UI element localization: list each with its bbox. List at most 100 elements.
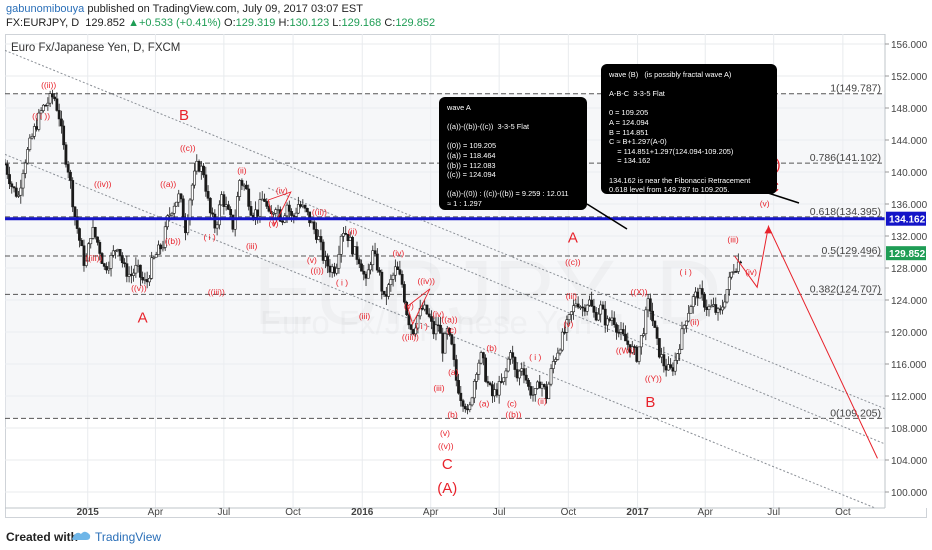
candle-body bbox=[78, 228, 81, 241]
candle-body bbox=[504, 370, 508, 379]
candle-body bbox=[664, 365, 668, 371]
candle-body bbox=[727, 276, 731, 290]
candle-body bbox=[691, 296, 695, 307]
candle-body bbox=[172, 205, 176, 214]
candle-body bbox=[60, 118, 63, 127]
candle-body bbox=[678, 348, 682, 355]
time-axis-label: Jul bbox=[767, 507, 780, 518]
candle-body bbox=[66, 164, 70, 173]
wave-label: ((iii)) bbox=[85, 253, 102, 263]
candle-body bbox=[211, 212, 214, 215]
candle-body bbox=[166, 215, 169, 228]
candle-body bbox=[299, 204, 302, 207]
candle-body bbox=[416, 315, 420, 329]
candle-body bbox=[310, 221, 314, 224]
candle-body bbox=[84, 260, 88, 266]
open-label: O: bbox=[224, 17, 236, 29]
candle-body bbox=[82, 245, 86, 266]
candle-body bbox=[71, 180, 75, 208]
candle-body bbox=[380, 271, 384, 292]
candle-body bbox=[150, 257, 154, 279]
candle-body bbox=[177, 193, 181, 203]
candle-body bbox=[434, 324, 438, 335]
candle-body bbox=[563, 331, 566, 334]
wave-label: ( i ) bbox=[529, 352, 541, 362]
wave-label: ((iv)) bbox=[94, 179, 112, 189]
time-axis-label: Oct bbox=[835, 507, 851, 518]
wave-label: (ii) bbox=[690, 317, 700, 327]
candle-body bbox=[339, 235, 343, 255]
candle-body bbox=[143, 279, 147, 281]
candle-body bbox=[145, 279, 149, 283]
candle-body bbox=[190, 184, 194, 201]
candle-body bbox=[599, 304, 603, 315]
candle-body bbox=[384, 293, 388, 297]
candle-body bbox=[540, 384, 544, 389]
candle-body bbox=[509, 352, 512, 360]
wave-label: ((b)) bbox=[165, 236, 181, 246]
candle-body bbox=[619, 329, 623, 333]
candle-body bbox=[127, 273, 131, 277]
wave-label: (iii) bbox=[246, 241, 257, 251]
candle-body bbox=[53, 96, 57, 100]
candle-body bbox=[120, 255, 124, 264]
chart-plot-area bbox=[5, 49, 885, 508]
wave-label: ((iv)) bbox=[417, 276, 435, 286]
time-axis-label: Apr bbox=[697, 507, 713, 518]
candle-body bbox=[716, 308, 720, 313]
candle-body bbox=[204, 174, 208, 192]
wave-a-pointer bbox=[586, 203, 628, 230]
candle-body bbox=[723, 301, 727, 308]
candle-body bbox=[421, 307, 424, 310]
candle-body bbox=[393, 266, 397, 276]
fib-level-label: 0.382(124.707) bbox=[810, 283, 881, 295]
candle-body bbox=[369, 264, 372, 271]
wave-triangle bbox=[406, 288, 431, 326]
candle-body bbox=[12, 186, 16, 189]
wave-label: (iv) bbox=[276, 186, 288, 196]
price-tag bbox=[886, 211, 926, 226]
price-axis-label: 108.000 bbox=[891, 424, 927, 435]
candle-body bbox=[522, 368, 526, 376]
candle-body bbox=[430, 316, 433, 322]
open-value: 129.319 bbox=[235, 17, 276, 29]
candle-body bbox=[100, 253, 104, 264]
candle-body bbox=[55, 98, 59, 111]
candle-body bbox=[41, 104, 45, 111]
tradingview-brand[interactable]: TradingView bbox=[95, 530, 162, 544]
publish-line: gabunomibouya published on TradingView.c… bbox=[6, 3, 363, 15]
candle-body bbox=[425, 304, 429, 315]
candle-body bbox=[538, 381, 542, 389]
wave-label: (ii) bbox=[537, 396, 547, 406]
candle-body bbox=[335, 267, 339, 274]
candle-body bbox=[26, 149, 29, 164]
wave-label: (v) bbox=[563, 319, 573, 329]
candle-body bbox=[105, 266, 108, 271]
candle-body bbox=[500, 381, 503, 383]
candle-body bbox=[400, 274, 404, 285]
wave-label: (iii) bbox=[566, 291, 577, 301]
candle-body bbox=[468, 404, 472, 410]
candle-body bbox=[630, 346, 634, 353]
time-axis-label: Oct bbox=[285, 507, 301, 518]
candle-body bbox=[50, 93, 54, 98]
candle-body bbox=[660, 354, 664, 358]
candle-body bbox=[637, 346, 641, 362]
candle-body bbox=[208, 197, 212, 214]
wave-label: ((v)) bbox=[438, 441, 454, 451]
candle-body bbox=[694, 291, 697, 298]
candle-body bbox=[610, 317, 614, 321]
candle-body bbox=[39, 110, 43, 114]
author-link[interactable]: gabunomibouya bbox=[6, 3, 85, 15]
candle-body bbox=[484, 357, 488, 382]
candle-body bbox=[75, 216, 79, 229]
candle-body bbox=[732, 271, 736, 273]
candle-body bbox=[382, 290, 386, 295]
wave-label: (iv) bbox=[432, 309, 444, 319]
candle-body bbox=[682, 325, 686, 330]
candle-body bbox=[116, 249, 120, 251]
candle-body bbox=[240, 180, 244, 186]
candle-body bbox=[64, 144, 68, 165]
candle-body bbox=[481, 352, 485, 359]
candle-body bbox=[524, 374, 528, 381]
